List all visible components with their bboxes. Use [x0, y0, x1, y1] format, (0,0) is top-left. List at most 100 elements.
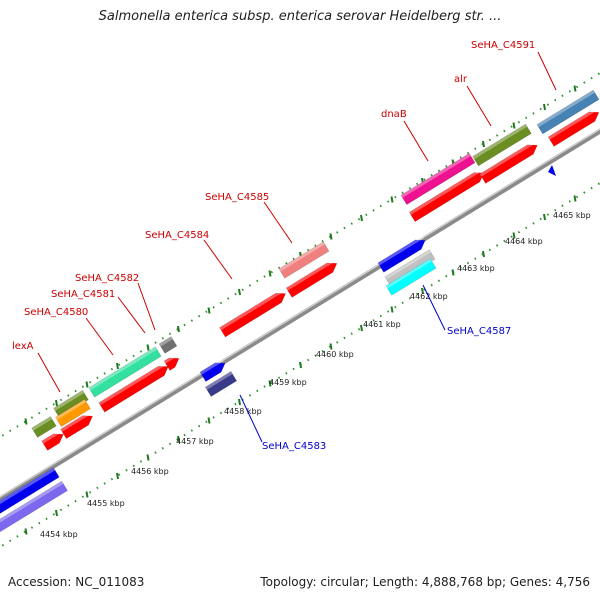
gene-label: SeHA_C4584 — [145, 230, 209, 241]
kbp-tick-label: 4465 kbp — [553, 211, 591, 220]
label-leader — [203, 239, 233, 280]
gene-label: lexA — [12, 341, 34, 352]
label-leader — [422, 284, 446, 331]
major-tick — [55, 399, 58, 407]
small-reverse-arrow — [548, 165, 556, 176]
major-tick — [207, 417, 211, 424]
major-tick — [116, 472, 119, 480]
major-tick — [482, 140, 485, 148]
major-tick — [543, 103, 546, 111]
major-tick — [512, 232, 516, 239]
gene-green-2 — [53, 390, 89, 418]
kbp-tick-label: 4457 kbp — [176, 437, 214, 446]
kbp-tick-label: 4458 kbp — [224, 407, 262, 416]
SeHA_C4585-gene — [278, 241, 330, 279]
major-tick — [146, 454, 150, 461]
kbp-tick-label: 4459 kbp — [269, 378, 307, 387]
cds-6 — [285, 258, 338, 298]
major-tick — [146, 344, 150, 351]
cds-2 — [60, 411, 93, 439]
major-tick — [268, 270, 272, 277]
major-tick — [482, 250, 485, 258]
label-leader — [403, 120, 429, 162]
gene-label: SeHA_C4582 — [75, 273, 139, 284]
cds-3 — [98, 361, 169, 413]
major-tick — [543, 213, 546, 221]
label-leader — [466, 85, 492, 127]
genome-summary-text: Topology: circular; Length: 4,888,768 bp… — [260, 575, 590, 589]
major-tick — [55, 509, 58, 517]
major-tick — [390, 306, 394, 313]
major-tick — [299, 361, 302, 369]
kbp-tick-label: 4460 kbp — [316, 350, 354, 359]
major-tick — [177, 325, 180, 333]
major-tick — [24, 418, 28, 425]
SeHA_C4582-gene — [158, 336, 178, 354]
rev-purple-left — [0, 480, 68, 544]
major-tick — [360, 214, 363, 222]
gene-label: SeHA_C4580 — [24, 307, 88, 318]
gene-label: SeHA_C4591 — [471, 40, 535, 51]
cds-1 — [41, 429, 64, 451]
lexA-gene — [31, 416, 57, 438]
kbp-tick-label: 4461 kbp — [363, 320, 401, 329]
rev-cyan — [385, 258, 437, 296]
cds-9 — [547, 107, 600, 147]
label-leader — [117, 296, 146, 334]
dnaB-gene — [400, 152, 476, 206]
major-tick — [268, 380, 272, 387]
major-tick — [451, 269, 455, 276]
major-tick — [360, 324, 363, 332]
sequence-backbone-highlight — [0, 128, 600, 498]
gene-label: dnaB — [381, 109, 407, 120]
SeHA_C4591-gene — [536, 89, 600, 135]
label-leader — [239, 394, 263, 443]
rev-blue-large — [377, 235, 426, 273]
kbp-tick-label: 4463 kbp — [457, 264, 495, 273]
major-tick — [116, 362, 119, 370]
major-tick — [238, 288, 241, 296]
label-leader — [37, 352, 61, 393]
major-tick — [207, 307, 211, 314]
gene-label: SeHA_C4587 — [447, 326, 511, 337]
cds-5 — [219, 288, 286, 338]
feature-track — [0, 89, 600, 544]
accession-text: Accession: NC_011083 — [8, 575, 145, 589]
rev-blue-left — [0, 467, 60, 525]
label-leader — [85, 317, 114, 356]
major-tick — [573, 85, 577, 92]
major-tick — [512, 122, 516, 129]
rev-blue-small — [199, 358, 226, 382]
gene-label: SeHA_C4581 — [51, 289, 115, 300]
cds-8 — [479, 140, 538, 184]
gene-label: SeHA_C4583 — [262, 441, 326, 452]
major-tick — [24, 528, 28, 535]
gene-orange — [55, 399, 91, 427]
cds-4 — [163, 353, 180, 371]
label-leader — [137, 282, 156, 331]
label-leader — [537, 51, 557, 91]
major-tick — [85, 381, 89, 388]
kbp-tick-label: 4464 kbp — [505, 237, 543, 246]
gene-label: alr — [454, 74, 468, 85]
major-tick — [85, 491, 89, 498]
label-leader — [263, 201, 293, 244]
tick-track-lines — [0, 71, 600, 549]
major-tick — [329, 233, 333, 240]
SeHA_C4580-gene — [88, 346, 162, 398]
major-tick — [329, 343, 333, 350]
major-tick — [573, 195, 577, 202]
alr-gene — [472, 123, 532, 167]
gene-label: SeHA_C4585 — [205, 192, 269, 203]
kbp-tick-label: 4455 kbp — [87, 499, 125, 508]
major-tick — [390, 196, 394, 203]
major-tick — [421, 287, 424, 295]
label-leaders — [37, 51, 557, 443]
kbp-tick-label: 4456 kbp — [131, 467, 169, 476]
kbp-tick-label: 4454 kbp — [40, 530, 78, 539]
feature-labels: lexA SeHA_C4580 SeHA_C4581 SeHA_C4582 SeHA_C… — [12, 40, 535, 452]
genome-title: Salmonella enterica subsp. enterica sero… — [98, 9, 502, 24]
sequence-backbone — [0, 128, 600, 502]
